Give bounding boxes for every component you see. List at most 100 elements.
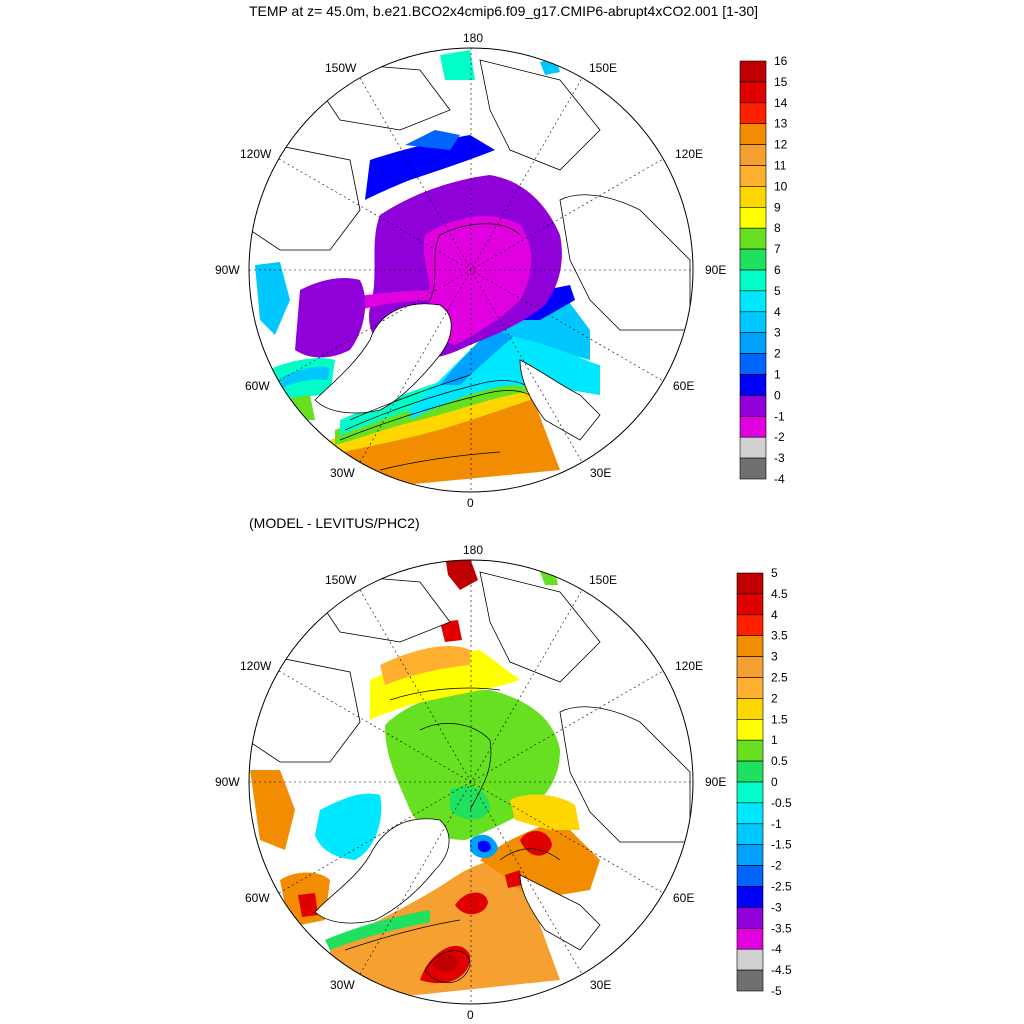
bottom-colorbar-swatch	[736, 948, 764, 971]
bottom-colorbar-swatch	[736, 844, 764, 866]
bottom-colorbar-label: -0.5	[771, 796, 792, 810]
bottom-colorbar-swatch	[736, 886, 764, 908]
top-colorbar-label: 6	[774, 263, 781, 277]
top-colorbar-swatch	[739, 144, 767, 166]
top-colorbar-label: 10	[774, 179, 788, 193]
top-colorbar-label: -2	[774, 430, 785, 444]
bottom-map-border	[248, 559, 694, 1005]
bottom-colorbar-label: -4.5	[771, 963, 792, 977]
top-colorbar-swatch	[739, 457, 767, 480]
bottom-colorbar-label: -5	[771, 984, 782, 998]
top-colorbar-label: 1	[774, 368, 781, 382]
bottom-colorbar-swatch	[736, 635, 764, 657]
bottom-colorbar: 5 4.5 4 3.5 3 2.5 2 1.5 1 0.5 0 -0.5 -1 -1.5 -2 -2.5 -3 -…	[736, 566, 792, 998]
bottom-colorbar-label: 2	[771, 691, 778, 705]
bottom-lon-90e: 90E	[705, 775, 726, 789]
bottom-polar-map: 180 0 90W 90E 150W 120W 60W 30W 150E 120…	[215, 543, 726, 1022]
bottom-lon-0: 0	[467, 1008, 474, 1022]
bottom-colorbar-label: -3.5	[771, 921, 792, 935]
bottom-colorbar-label: 1.5	[771, 712, 788, 726]
bottom-colorbar-label: -3	[771, 900, 782, 914]
top-colorbar-label: 7	[774, 242, 781, 256]
top-lon-150w: 150W	[325, 61, 357, 75]
bottom-colorbar-swatch	[736, 677, 764, 699]
top-lon-180: 180	[463, 31, 483, 45]
top-colorbar-label: 3	[774, 326, 781, 340]
top-colorbar-label: 4	[774, 305, 781, 319]
bottom-colorbar-swatch	[736, 823, 764, 845]
top-colorbar-swatch	[739, 395, 767, 417]
top-lon-60e: 60E	[673, 379, 694, 393]
top-colorbar-swatch	[739, 102, 767, 125]
top-colorbar-swatch	[739, 415, 767, 438]
bottom-colorbar-label: 3	[771, 650, 778, 664]
bottom-lon-30w: 30W	[330, 978, 355, 992]
bottom-colorbar-swatch	[736, 572, 764, 595]
top-colorbar-swatch	[739, 436, 767, 459]
top-colorbar-label: -4	[774, 472, 785, 486]
top-lon-30w: 30W	[330, 466, 355, 480]
top-temperature-field	[249, 50, 691, 492]
bottom-lon-60w: 60W	[245, 891, 270, 905]
top-colorbar-swatch	[739, 207, 767, 229]
bottom-graticule	[249, 560, 693, 1004]
bottom-colorbar-swatch	[736, 927, 764, 950]
bottom-lon-150w: 150W	[325, 573, 357, 587]
bottom-colorbar-swatch	[736, 907, 764, 929]
bottom-colorbar-swatch	[736, 781, 764, 804]
bottom-colorbar-label: 2.5	[771, 671, 788, 685]
top-colorbar-swatch	[739, 248, 767, 271]
top-colorbar-swatch	[739, 81, 767, 104]
bottom-colorbar-label: -2	[771, 859, 782, 873]
bottom-colorbar-label: 0.5	[771, 754, 788, 768]
bottom-lon-90w: 90W	[215, 775, 240, 789]
bottom-colorbar-label: 4.5	[771, 587, 788, 601]
top-colorbar-label: 2	[774, 347, 781, 361]
bottom-colorbar-label: 4	[771, 608, 778, 622]
bottom-colorbar-swatch	[736, 614, 764, 636]
bottom-colorbar-label: -2.5	[771, 880, 792, 894]
bottom-lon-30e: 30E	[590, 978, 611, 992]
top-lon-120w: 120W	[240, 147, 272, 161]
top-colorbar-label: 8	[774, 221, 781, 235]
top-colorbar-label: 9	[774, 200, 781, 214]
top-colorbar-swatch	[739, 123, 767, 145]
top-lon-0: 0	[467, 496, 474, 510]
bottom-colorbar-label: 1	[771, 733, 778, 747]
top-colorbar-label: 13	[774, 117, 788, 131]
main-title: TEMP at z= 45.0m, b.e21.BCO2x4cmip6.f09_…	[249, 3, 759, 19]
bottom-colorbar-swatch	[736, 718, 764, 741]
bottom-lon-180: 180	[463, 543, 483, 557]
top-lon-120e: 120E	[675, 147, 703, 161]
bottom-colorbar-swatch	[736, 593, 764, 616]
bottom-lon-60e: 60E	[673, 891, 694, 905]
top-lon-60w: 60W	[245, 379, 270, 393]
top-polar-map: 180 0 90W 90E 150W 120W 60W 30W 150E 120…	[215, 31, 726, 510]
top-colorbar-label: 12	[774, 138, 788, 152]
top-colorbar-swatch	[739, 165, 767, 187]
top-graticule	[249, 48, 693, 492]
top-colorbar-swatch	[739, 332, 767, 354]
top-map-border	[248, 47, 694, 493]
top-colorbar-label: 11	[774, 159, 787, 173]
top-colorbar-label: 15	[774, 75, 788, 89]
difference-title: (MODEL - LEVITUS/PHC2)	[249, 515, 420, 531]
top-lon-30e: 30E	[590, 466, 611, 480]
bottom-lon-120e: 120E	[675, 659, 703, 673]
top-colorbar-swatch	[739, 60, 767, 83]
bottom-lon-120w: 120W	[240, 659, 272, 673]
top-lon-90w: 90W	[215, 263, 240, 277]
top-colorbar-label: -3	[774, 451, 785, 465]
top-colorbar-label: 5	[774, 284, 781, 298]
bottom-colorbar-swatch	[736, 739, 764, 762]
bottom-colorbar-swatch	[736, 760, 764, 783]
top-colorbar-swatch	[739, 311, 767, 333]
bottom-colorbar-label: 0	[771, 775, 778, 789]
top-colorbar-swatch	[739, 227, 767, 250]
top-colorbar-swatch	[739, 353, 767, 375]
bottom-colorbar-swatch	[736, 969, 764, 992]
bottom-difference-field	[249, 560, 691, 1004]
bottom-colorbar-label: -4	[771, 942, 782, 956]
